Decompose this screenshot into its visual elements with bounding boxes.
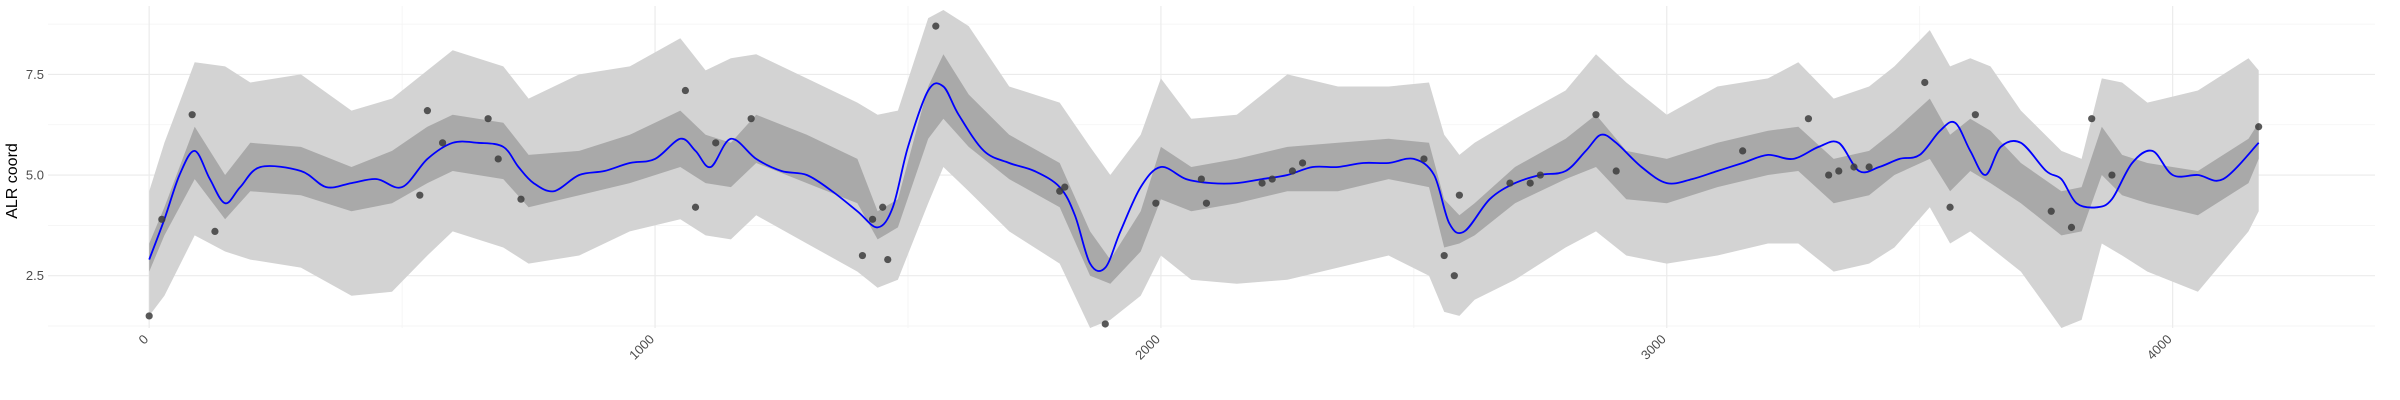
data-point [1526, 179, 1534, 187]
data-point [2047, 207, 2055, 215]
points-layer [145, 22, 2263, 328]
data-point [691, 203, 700, 211]
data-point [438, 139, 447, 147]
y-tick-label: 2.5 [26, 268, 44, 283]
inner-credible-band [149, 54, 2259, 284]
data-point [1152, 199, 1160, 207]
data-point [211, 227, 219, 235]
data-point [484, 115, 492, 123]
data-point [681, 86, 689, 95]
data-point [1202, 199, 1211, 207]
data-point [858, 251, 867, 260]
data-point [494, 155, 502, 163]
data-point [1197, 175, 1205, 183]
data-point [1420, 155, 1428, 163]
data-point [1825, 171, 1833, 179]
data-point [1061, 183, 1069, 191]
x-axis-ticks: 0 1000 2000 3000 4000 [136, 332, 2175, 363]
data-point [747, 115, 755, 123]
x-tick-label: 3000 [1638, 332, 1669, 363]
data-point [879, 203, 887, 211]
data-point [1865, 163, 1873, 171]
data-point [1450, 272, 1458, 280]
data-point [1455, 191, 1463, 199]
data-point [868, 215, 877, 223]
data-point [712, 139, 720, 147]
y-tick-label: 5.0 [26, 168, 44, 183]
data-point [1101, 320, 1109, 328]
bands [149, 10, 2259, 328]
mean-line [148, 82, 2260, 272]
x-tick-label: 1000 [626, 332, 657, 363]
data-point [1268, 175, 1276, 183]
data-point [2088, 115, 2096, 123]
data-point [1592, 111, 1600, 119]
data-point [1804, 115, 1813, 123]
data-point [145, 312, 153, 320]
data-point [1850, 163, 1858, 171]
data-point [517, 195, 525, 203]
data-point [1739, 147, 1747, 155]
data-point [1258, 179, 1266, 187]
y-tick-label: 7.5 [26, 67, 44, 82]
data-point [188, 111, 196, 119]
data-point [423, 107, 432, 115]
data-point [2108, 171, 2116, 179]
data-point [1971, 111, 1979, 119]
data-point [1946, 203, 1954, 211]
data-point [1288, 167, 1297, 175]
data-point [1506, 179, 1514, 187]
data-point [1298, 159, 1307, 167]
data-point [416, 191, 424, 199]
y-axis-ticks: 2.5 5.0 7.5 [26, 67, 44, 283]
data-point [1536, 171, 1544, 179]
data-point [1056, 187, 1064, 195]
mean-line-layer [148, 82, 2260, 272]
data-point [158, 215, 166, 223]
y-axis-title: ALR coord [4, 143, 21, 219]
data-point [1921, 78, 1929, 87]
x-tick-label: 0 [136, 332, 152, 348]
data-point [932, 22, 940, 30]
data-point [2067, 223, 2076, 231]
data-point [1440, 251, 1448, 260]
data-point [1835, 167, 1843, 175]
x-tick-label: 4000 [2144, 332, 2175, 363]
x-tick-label: 2000 [1132, 332, 1163, 363]
data-point [1612, 167, 1620, 175]
data-point [884, 255, 892, 264]
data-point [2255, 123, 2263, 131]
